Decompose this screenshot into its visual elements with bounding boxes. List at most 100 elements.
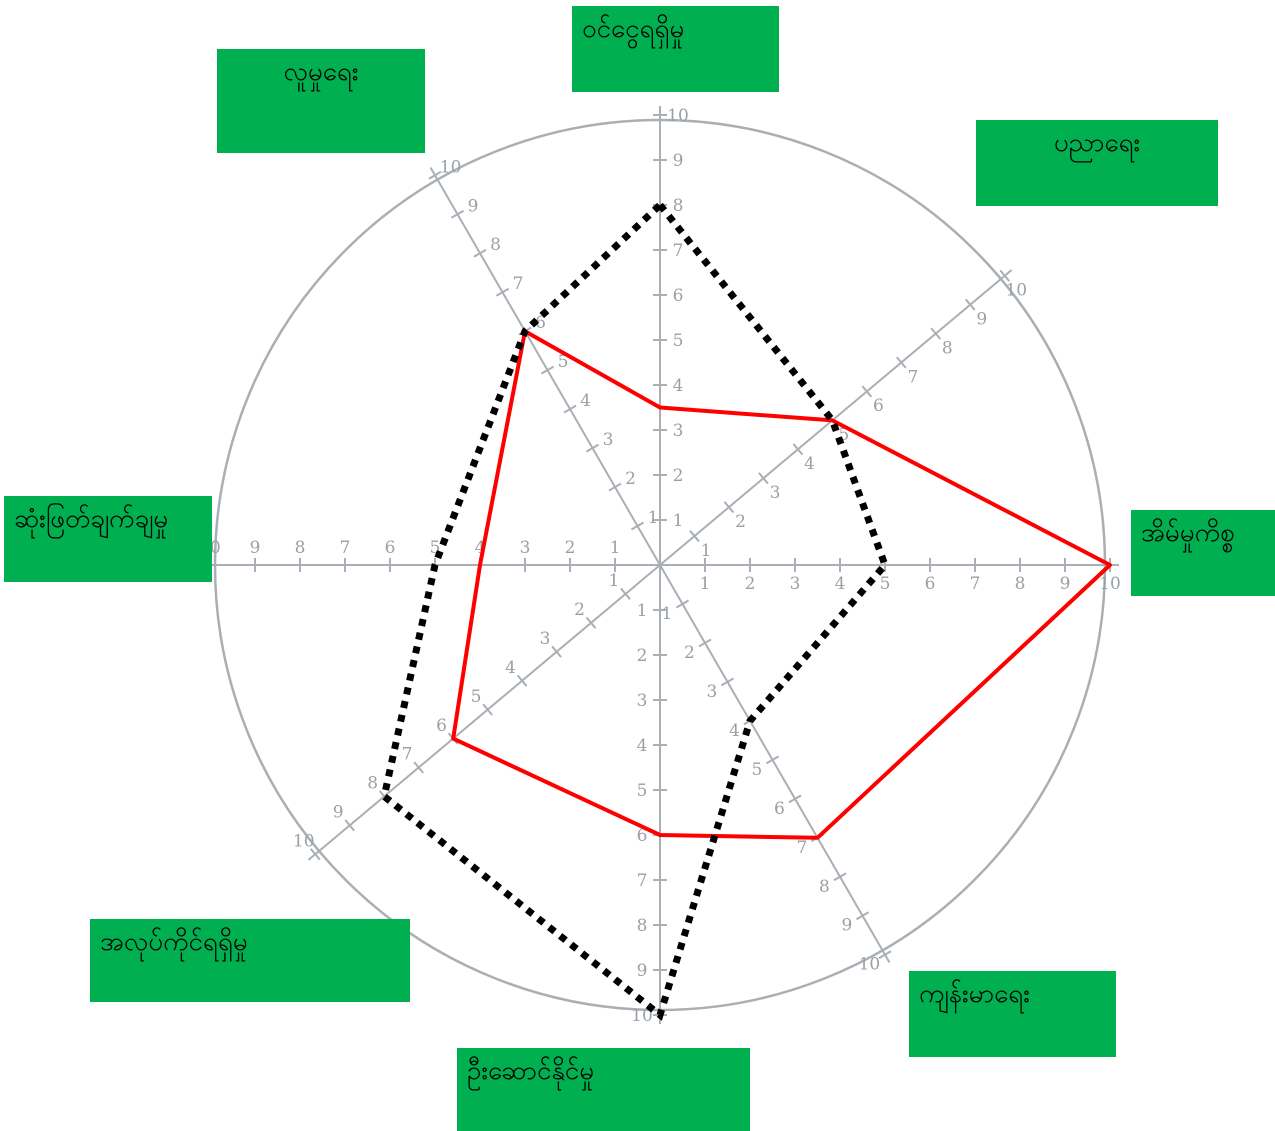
tick-label: 6 xyxy=(535,313,546,333)
tick-label: 4 xyxy=(475,538,486,558)
axis-tick xyxy=(482,703,493,716)
axis-tick xyxy=(344,819,356,832)
tick-label: 7 xyxy=(340,538,351,558)
axis-tick xyxy=(964,298,976,311)
employment-label: အလုပ်ကိုင်ရရှိမှု xyxy=(90,919,410,1002)
tick-label: 8 xyxy=(295,538,306,558)
tick-label: 8 xyxy=(942,338,953,358)
axis-tick xyxy=(563,404,577,414)
household-label: အိမ်မှုကိစ္စ xyxy=(1131,510,1275,596)
series-line-2 xyxy=(380,199,889,1021)
tick-label: 9 xyxy=(1060,574,1071,594)
tick-label: 5 xyxy=(673,331,684,351)
leadership-label: ဦးဆောင်နိုင်မှု xyxy=(457,1048,750,1131)
axis-tick xyxy=(930,327,942,340)
tick-label: 3 xyxy=(706,682,717,702)
tick-label: 2 xyxy=(673,466,684,486)
tick-label: 3 xyxy=(520,538,531,558)
tick-label: 9 xyxy=(250,538,261,558)
tick-label: 8 xyxy=(819,877,830,897)
axis-line xyxy=(659,564,891,964)
tick-label: 5 xyxy=(751,760,762,780)
axis-tick xyxy=(788,794,802,804)
axis-tick xyxy=(608,482,622,492)
tick-label: 9 xyxy=(841,916,852,936)
axis-tick xyxy=(516,674,528,687)
tick-label: 7 xyxy=(673,241,684,261)
tick-label: 5 xyxy=(637,781,648,801)
tick-label: 5 xyxy=(471,687,482,707)
tick-label: 9 xyxy=(468,196,479,216)
axis-tick xyxy=(473,248,487,258)
tick-label: 8 xyxy=(1015,574,1026,594)
tick-label: 1 xyxy=(648,508,659,528)
axis-tick xyxy=(450,209,465,219)
tick-label: 6 xyxy=(637,826,648,846)
axis-tick xyxy=(495,287,510,297)
axis-tick xyxy=(698,638,712,648)
tick-label: 7 xyxy=(907,367,918,387)
tick-label: 6 xyxy=(385,538,396,558)
axis-tick xyxy=(585,443,600,453)
axis-tick xyxy=(855,911,870,921)
axis-tick xyxy=(999,269,1010,282)
tick-label: 8 xyxy=(490,235,501,255)
tick-label: 3 xyxy=(603,430,614,450)
tick-label: 9 xyxy=(333,803,344,823)
axis-tick xyxy=(310,848,321,861)
tick-label: 5 xyxy=(558,352,569,372)
axis-tick xyxy=(675,599,690,609)
tick-label: 9 xyxy=(976,309,987,329)
tick-label: 3 xyxy=(790,574,801,594)
education-label: ပညာရေး xyxy=(976,120,1218,206)
axis-line xyxy=(659,269,1013,566)
tick-label: 6 xyxy=(925,574,936,594)
social-label: လူမှုရေး xyxy=(217,49,425,153)
tick-label: 3 xyxy=(770,483,781,503)
tick-label: 6 xyxy=(873,396,884,416)
tick-label: 10 xyxy=(293,831,315,851)
tick-label: 10 xyxy=(667,106,689,126)
axis-line xyxy=(429,166,661,566)
tick-label: 4 xyxy=(835,574,846,594)
axis-tick xyxy=(758,472,769,485)
tick-label: 4 xyxy=(637,736,648,756)
tick-label: 7 xyxy=(513,274,524,294)
tick-label: 2 xyxy=(574,600,585,620)
tick-label: 5 xyxy=(839,425,850,445)
tick-label: 4 xyxy=(729,721,740,741)
tick-label: 9 xyxy=(673,151,684,171)
tick-label: 3 xyxy=(673,421,684,441)
tick-label: 8 xyxy=(673,196,684,216)
axis-tick xyxy=(551,645,562,658)
tick-label: 10 xyxy=(1099,574,1121,594)
tick-label: 9 xyxy=(637,961,648,981)
axis-tick xyxy=(765,755,780,765)
axis-tick xyxy=(896,356,907,369)
axis-tick xyxy=(620,587,631,600)
tick-label: 7 xyxy=(637,871,648,891)
tick-label: 4 xyxy=(505,658,516,678)
tick-label: 2 xyxy=(565,538,576,558)
tick-label: 6 xyxy=(436,716,447,736)
axis-tick xyxy=(413,761,424,774)
tick-label: 1 xyxy=(610,538,621,558)
tick-label: 6 xyxy=(673,286,684,306)
axis-tick xyxy=(689,530,700,543)
health-label: ကျန်းမာရေး xyxy=(909,971,1116,1057)
tick-label: 3 xyxy=(540,629,551,649)
tick-label: 4 xyxy=(673,376,684,396)
tick-label: 2 xyxy=(745,574,756,594)
axis-line xyxy=(307,564,661,861)
tick-label: 7 xyxy=(796,838,807,858)
tick-label: 4 xyxy=(804,454,815,474)
tick-label: 3 xyxy=(637,691,648,711)
tick-label: 10 xyxy=(859,955,881,975)
tick-label: 8 xyxy=(367,774,378,794)
tick-label: 7 xyxy=(970,574,981,594)
tick-label: 5 xyxy=(430,538,441,558)
tick-label: 7 xyxy=(402,745,413,765)
axis-tick xyxy=(585,616,597,629)
tick-label: 10 xyxy=(440,157,462,177)
tick-label: 10 xyxy=(631,1006,653,1026)
